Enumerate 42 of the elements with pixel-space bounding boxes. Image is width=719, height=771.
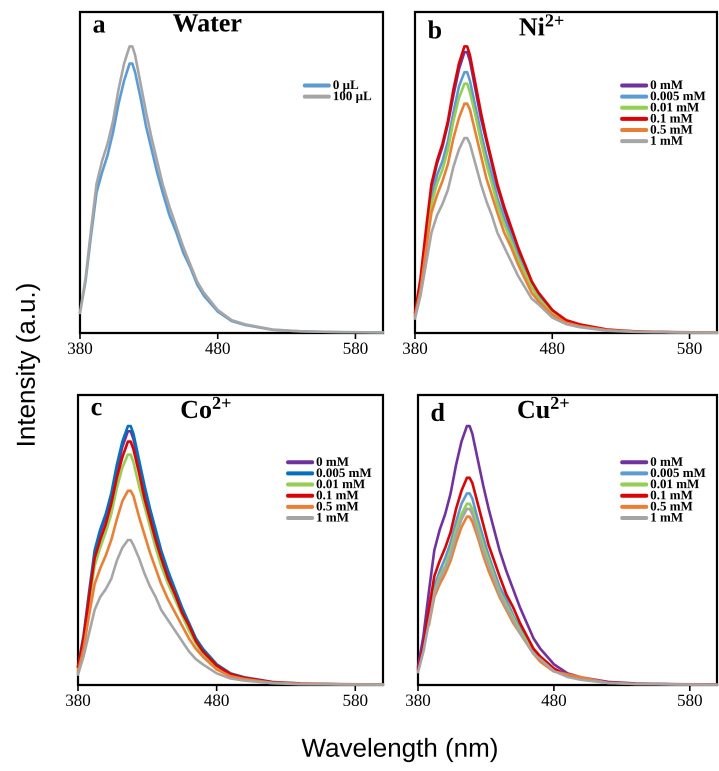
legend-label: 0.005 mM [650, 468, 706, 478]
text: a [93, 20, 106, 33]
legend-label: 0.5 mM [650, 502, 692, 511]
legend-label: 0 µL [333, 80, 358, 92]
text: c [92, 402, 102, 416]
x-tick-label: 580 [344, 694, 368, 706]
legend-label: 100 µL [334, 92, 372, 103]
legend-label: 0 mM [316, 457, 349, 466]
x-tick-label: 380 [406, 694, 430, 706]
legend-label: 0.5 mM [650, 124, 692, 134]
text: b [428, 20, 441, 39]
x-axis-title: Wavelength (nm) [302, 738, 497, 762]
legend-label: 0.5 mM [316, 502, 358, 511]
chart-title: Co$^{2+}$ [181, 396, 231, 418]
x-tick-label: 480 [205, 342, 230, 354]
legend-label: 0.1 mM [650, 114, 692, 123]
x-tick-label: 580 [678, 342, 702, 354]
x-tick-label: 480 [541, 694, 566, 706]
x-tick-label: 380 [403, 342, 428, 354]
legend-label: 0.005 mM [650, 92, 706, 100]
x-tick-label: 480 [204, 694, 229, 706]
chart-title: Cu$^{2+}$ [518, 396, 569, 418]
legend-label: 0 mM [650, 457, 683, 466]
legend-label: 1 mM [651, 136, 683, 145]
legend-label: 1 mM [317, 512, 349, 522]
legend-label: 0.1 mM [650, 490, 692, 500]
legend-label: 0 mM [650, 80, 683, 90]
x-tick-label: 580 [344, 342, 368, 354]
y-axis-title: Intensity (a.u.) [16, 284, 40, 445]
chart-title: Ni$^{2+}$ [519, 14, 564, 36]
legend-label: 0.005 mM [316, 468, 372, 478]
text: d [432, 402, 445, 422]
legend-label: 0.01 mM [316, 479, 365, 488]
legend-label: 0.01 mM [650, 102, 699, 112]
x-tick-label: 380 [66, 694, 90, 706]
x-tick-label: 380 [68, 342, 92, 354]
legend-label: 1 mM [651, 512, 683, 522]
chart-title: Water [172, 14, 242, 32]
legend-label: 0.1 mM [316, 490, 358, 500]
x-tick-label: 580 [678, 694, 702, 706]
x-tick-label: 480 [540, 342, 564, 354]
legend-label: 0.01 mM [650, 479, 699, 488]
